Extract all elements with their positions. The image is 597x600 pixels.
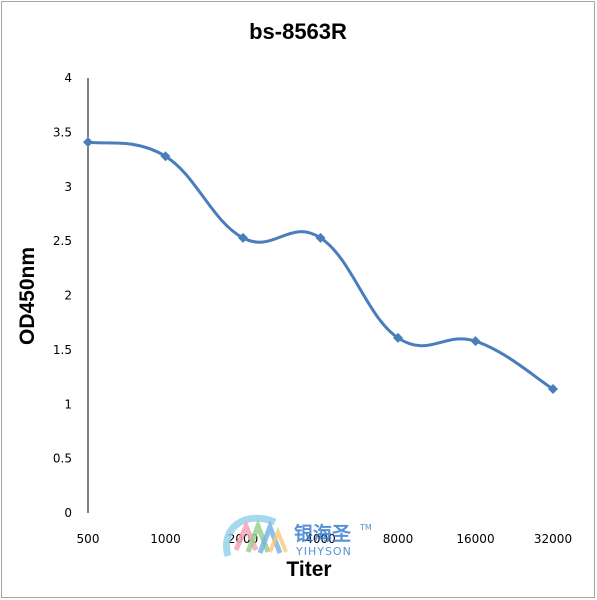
series-markers — [83, 137, 558, 395]
series-line — [87, 140, 554, 391]
x-axis-title: Titer — [286, 558, 331, 581]
chart-title: bs-8563R — [249, 19, 347, 44]
y-tick-labels: 0 0.5 1 1.5 2 2.5 3 3.5 4 — [53, 71, 72, 520]
x-tick-label: 32000 — [534, 532, 572, 546]
x-tick-label: 500 — [77, 532, 100, 546]
y-tick-label: 3 — [64, 180, 72, 194]
x-tick-label: 1000 — [150, 532, 181, 546]
x-tick-label: 8000 — [383, 532, 414, 546]
y-tick-label: 0.5 — [53, 452, 72, 466]
logo-arc-outer — [223, 514, 277, 557]
watermark-cn: 银海圣 — [294, 522, 352, 545]
watermark-tm: TM — [359, 523, 372, 532]
logo-stripe-4 — [268, 526, 288, 553]
data-point-marker — [393, 332, 403, 343]
data-point-marker — [160, 151, 171, 162]
data-point-marker — [470, 336, 481, 347]
y-tick-label: 0 — [64, 506, 72, 520]
watermark-en: YIHYSON — [295, 545, 352, 558]
y-tick-label: 4 — [64, 71, 72, 85]
y-tick-label: 3.5 — [53, 125, 72, 139]
data-point-marker — [315, 232, 326, 243]
y-axis-title: OD450nm — [16, 247, 39, 345]
x-tick-label: 16000 — [456, 532, 494, 546]
data-point-marker — [238, 232, 248, 243]
y-tick-label: 1 — [64, 397, 72, 411]
yihyson-logo — [223, 514, 288, 557]
data-point-marker — [83, 137, 93, 148]
y-tick-label: 2 — [64, 289, 72, 303]
y-tick-label: 1.5 — [53, 343, 72, 357]
y-tick-label: 2.5 — [53, 234, 72, 248]
data-point-marker — [548, 384, 558, 395]
logo-stripe-3 — [257, 520, 283, 554]
x-tick-label: 4000 — [305, 532, 336, 546]
